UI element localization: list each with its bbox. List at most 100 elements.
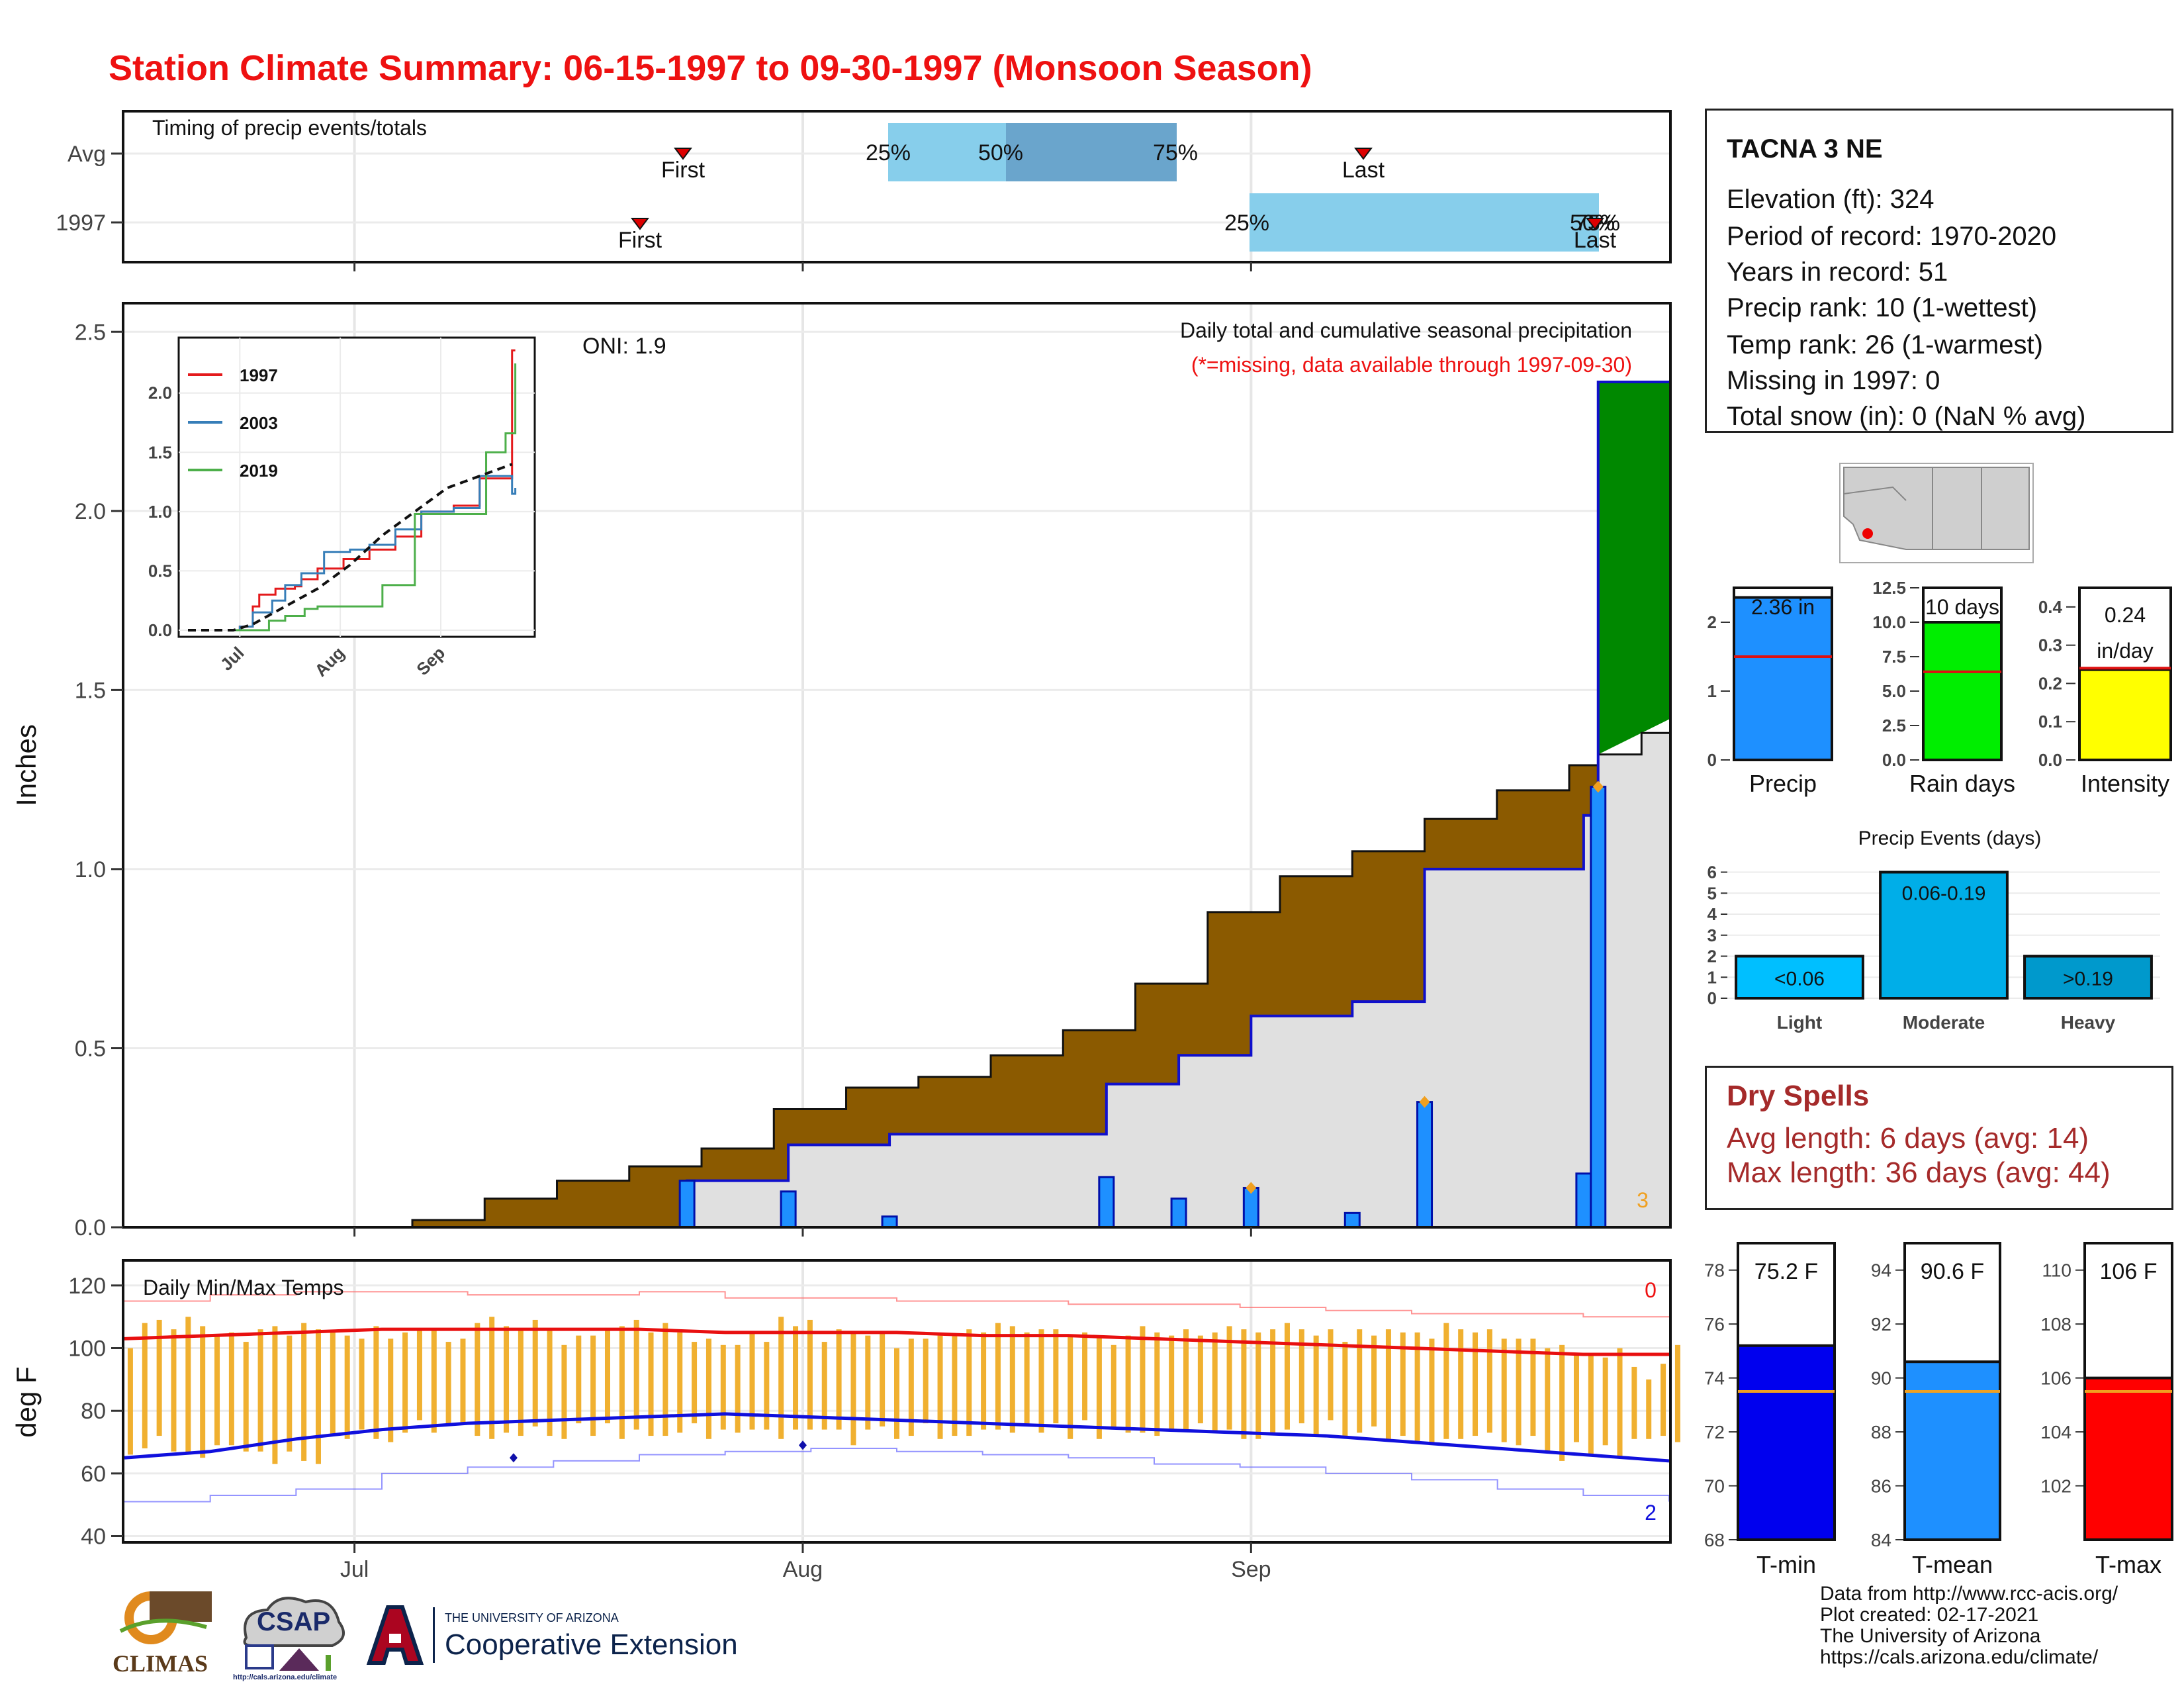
- daily-temp-bar: [214, 1335, 220, 1446]
- summary-tick-label: 0.3: [2038, 635, 2062, 655]
- daily-temp-bar: [619, 1326, 625, 1439]
- record-min-line: [124, 1448, 1670, 1503]
- ua-big-text: Cooperative Extension: [445, 1628, 738, 1661]
- temp-summary-tick-label: 70: [1704, 1476, 1725, 1497]
- station-missing: Missing in 1997: 0: [1727, 366, 1940, 395]
- daily-temp-bar: [1140, 1326, 1146, 1433]
- daily-temp-bar: [1631, 1366, 1637, 1439]
- csap-url: http://cals.arizona.edu/climate: [233, 1673, 338, 1681]
- daily-temp-bar: [1241, 1329, 1247, 1439]
- daily-temp-bar: [692, 1342, 698, 1424]
- summary-value: 2.36 in: [1751, 595, 1815, 619]
- avg-iqr-high: [1006, 123, 1177, 181]
- daily-temp-bar: [315, 1329, 321, 1464]
- daily-temp-bar: [547, 1329, 553, 1436]
- temp-summary-tick-label: 106: [2040, 1368, 2071, 1389]
- temp-summary-label: T-min: [1756, 1551, 1816, 1578]
- daily-temp-bar: [1385, 1329, 1391, 1439]
- station-precip-rank: Precip rank: 10 (1-wettest): [1727, 293, 2038, 322]
- station-snow: Total snow (in): 0 (NaN % avg): [1727, 402, 2086, 431]
- daily-temp-bar: [1573, 1354, 1579, 1442]
- daily-temp-bar: [1068, 1335, 1073, 1439]
- daily-precip-marker: [1246, 1182, 1257, 1194]
- daily-temp-bar: [1270, 1329, 1276, 1433]
- average-cumulative-line: [354, 718, 1672, 1229]
- events-category-label: Moderate: [1903, 1012, 1985, 1033]
- x-tick-label: Sep: [1231, 1557, 1271, 1582]
- precip-series: [123, 381, 1672, 1229]
- daily-temp-bar: [1674, 1344, 1680, 1442]
- station-info-box: TACNA 3 NE Elevation (ft): 324 Period of…: [1705, 109, 2173, 433]
- daily-temp-bar: [1009, 1326, 1015, 1433]
- temp-ylabel: deg F: [11, 1366, 42, 1437]
- daily-temp-bar: [475, 1323, 480, 1436]
- avg-tmax-line: [124, 1327, 1669, 1356]
- timing-row-avg: Avg: [68, 142, 106, 167]
- summary-tick-label: 0.2: [2038, 673, 2062, 693]
- inset-average-line: [188, 463, 513, 632]
- avg-last-marker: [1354, 148, 1373, 160]
- temp-summary-label: T-max: [2095, 1551, 2161, 1578]
- daily-temp-bar: [894, 1348, 899, 1439]
- temp-summary-bar: [2083, 1376, 2173, 1542]
- daily-temp-bar: [1429, 1338, 1435, 1442]
- events-bar-label: 0.06-0.19: [1902, 883, 1986, 905]
- temp-summary-bars: 68 70 72 74 76 78 75.2 F T-min 84 86 88 90 92 94 90.6 …: [1704, 1242, 2173, 1578]
- inset-legend: 1997 2003 2019: [188, 365, 278, 481]
- daily-temp-bar: [880, 1332, 886, 1427]
- precip-ytick-label: 1.0: [75, 857, 106, 882]
- temp-summary-tick-label: 102: [2040, 1476, 2071, 1497]
- daily-temp-bar: [1559, 1344, 1565, 1461]
- daily-temp-bar: [1400, 1332, 1406, 1436]
- daily-temp-bar: [778, 1317, 784, 1439]
- temp-summary-tick-label: 110: [2042, 1260, 2071, 1281]
- inset-legend-label: 2003: [240, 413, 278, 433]
- temp-summary-bar: [1903, 1360, 2001, 1541]
- daily-temp-bar: [995, 1323, 1001, 1430]
- dry-spells-max: Max length: 36 days (avg: 44): [1727, 1156, 2111, 1189]
- y1997-p25: 25%: [1224, 211, 1269, 236]
- daily-precip-bar: [678, 1180, 696, 1229]
- events-tick-label: 6: [1707, 863, 1717, 882]
- temp-ytick-label: 120: [68, 1274, 106, 1299]
- daily-precip-bar: [1575, 1172, 1592, 1229]
- daily-temp-bar: [1183, 1329, 1189, 1430]
- map-border: [1843, 486, 1907, 501]
- temp-summary-tick-label: 84: [1871, 1530, 1891, 1550]
- map-region: [1843, 467, 2030, 550]
- daily-temp-bar: [1284, 1323, 1290, 1430]
- inset-legend-label: 2019: [240, 461, 278, 481]
- timing-panel: Timing of precip events/totals Avg 1997 …: [56, 110, 1672, 263]
- daily-temp-bar: [402, 1332, 408, 1433]
- station-elevation: Elevation (ft): 324: [1727, 185, 1934, 214]
- daily-temp-bar: [1125, 1335, 1131, 1433]
- precip-ylabel: Inches: [11, 724, 42, 806]
- events-bar: [1735, 955, 1864, 1000]
- summary-tick-label: 0.4: [2038, 597, 2063, 617]
- daily-temp-bar: [1313, 1335, 1319, 1436]
- daily-precip-bar: [1170, 1197, 1187, 1229]
- daily-temp-bar: [1473, 1332, 1479, 1436]
- x-tick-label: Aug: [783, 1557, 823, 1582]
- daily-temp-bar: [1545, 1348, 1551, 1452]
- inset-1997-line: [233, 349, 516, 632]
- daily-temp-bar: [850, 1332, 856, 1446]
- precip-ytick-label: 0.5: [75, 1036, 106, 1061]
- precip-events-title: Precip Events (days): [1858, 827, 2042, 849]
- events-bar: [2023, 955, 2153, 1000]
- daily-temp-bar: [836, 1329, 842, 1430]
- daily-temp-bar: [171, 1329, 177, 1452]
- daily-temp-bar: [243, 1342, 249, 1452]
- avg-p75: 75%: [1153, 140, 1198, 165]
- summary-tick-label: 12.5: [1872, 578, 1906, 598]
- daily-temp-bar: [576, 1335, 582, 1424]
- inset-series: [188, 349, 517, 632]
- precip-count: 3: [1637, 1188, 1649, 1212]
- temp-panel-label: Daily Min/Max Temps: [143, 1276, 343, 1299]
- daily-temp-bar: [142, 1323, 148, 1448]
- temp-summary-tick-label: 88: [1871, 1422, 1891, 1442]
- daily-temp-bar: [416, 1329, 422, 1421]
- summary-tick-label: 0: [1707, 750, 1717, 770]
- daily-temp-bar: [532, 1319, 538, 1427]
